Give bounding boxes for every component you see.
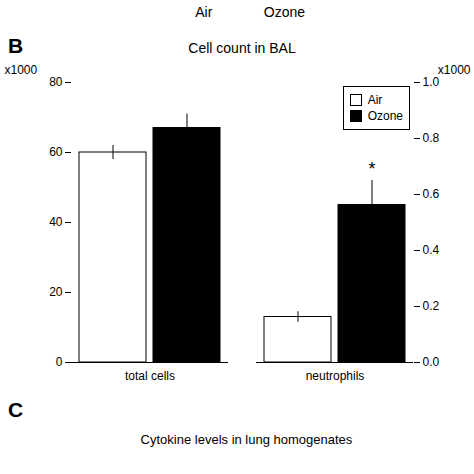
- svg-text:0: 0: [56, 355, 63, 369]
- html-text:B: B: [8, 34, 24, 57]
- html-text:C: C: [8, 398, 24, 421]
- html-text:Air: Air: [367, 93, 383, 107]
- svg-text:neutrophils: neutrophils: [306, 369, 365, 383]
- svg-text:0.8: 0.8: [423, 131, 440, 145]
- svg-text:total cells: total cells: [125, 369, 175, 383]
- html-text:Cytokine levels in lung homoge: Cytokine levels in lung homogenates: [140, 432, 353, 447]
- svg-text:20: 20: [49, 285, 63, 299]
- svg-text:1.0: 1.0: [423, 75, 440, 89]
- html-text:Ozone: Ozone: [367, 109, 403, 123]
- svg-text:40: 40: [49, 215, 63, 229]
- svg-text:80: 80: [49, 75, 63, 89]
- svg-text:x1000: x1000: [438, 63, 471, 77]
- svg-text:0.2: 0.2: [423, 299, 440, 313]
- html-text:Ozone: Ozone: [263, 4, 305, 20]
- html-text:Cell count in BAL: Cell count in BAL: [188, 40, 296, 56]
- svg-text:0.0: 0.0: [423, 355, 440, 369]
- svg-text:0.6: 0.6: [423, 187, 440, 201]
- svg-text:x1000: x1000: [5, 63, 38, 77]
- html-text:Air: Air: [195, 4, 213, 20]
- svg-text:0.4: 0.4: [423, 243, 440, 257]
- svg-text:60: 60: [49, 145, 63, 159]
- svg-text:*: *: [368, 159, 375, 179]
